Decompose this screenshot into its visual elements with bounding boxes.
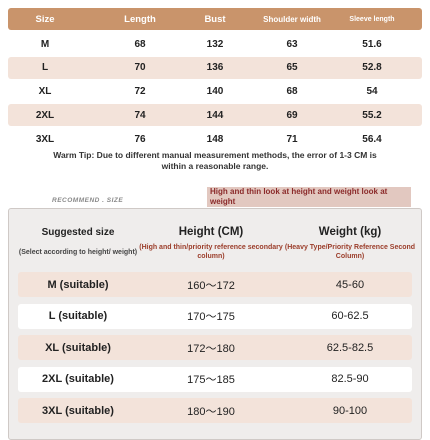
- table-cell: L: [41, 62, 49, 74]
- table-cell: 45-60: [335, 278, 365, 291]
- table-cell: L (suitable): [48, 310, 108, 322]
- row-band: [18, 303, 412, 329]
- header-band: [8, 8, 422, 30]
- table-cell: 60-62.5: [331, 310, 369, 322]
- table-cell: 2XL (suitable): [42, 373, 114, 385]
- table-cell: 172～180: [187, 342, 235, 355]
- header-title: Height (CM): [178, 226, 244, 238]
- table-cell: 148: [206, 133, 224, 145]
- table-cell: 90-100: [332, 404, 368, 417]
- row-band: [18, 272, 412, 297]
- header-cell: Shoulder width: [263, 14, 321, 24]
- header-cell: Size: [35, 13, 55, 25]
- table-cell: 144: [206, 109, 224, 121]
- table-cell: 54: [366, 86, 378, 98]
- table-cell: 170～175: [187, 311, 235, 323]
- warm-tip: Warm Tip: Due to different manual measur…: [53, 150, 377, 171]
- table-cell: 69: [286, 109, 298, 121]
- header-subtitle: (High and thin/priority reference second…: [139, 244, 283, 260]
- page: Size Length Bust Shoulder width Sleeve lengt…: [8, 8, 422, 440]
- table-cell: 52.8: [362, 62, 382, 74]
- header-cell: Length: [124, 13, 156, 25]
- table-cell: 140: [206, 86, 224, 98]
- note: High and thin look at height and weight …: [207, 187, 411, 207]
- row-band: [8, 104, 422, 127]
- table-cell: 56.4: [362, 133, 382, 145]
- table-cell: 3XL: [35, 133, 55, 145]
- table-cell: 175～185: [187, 374, 235, 386]
- row-band: [18, 366, 412, 392]
- table-cell: 76: [134, 133, 146, 145]
- table-cell: M: [40, 38, 50, 50]
- row-band: [18, 398, 412, 423]
- table-cell: 82.5-90: [331, 373, 369, 385]
- row-band: [8, 56, 422, 79]
- header-cell: Sleeve length: [349, 15, 395, 23]
- table-cell: 74: [134, 109, 146, 121]
- recommend-label: RECOMMEND . SIZE: [52, 197, 124, 204]
- table-cell: XL: [38, 86, 52, 98]
- table-cell: 55.2: [362, 109, 382, 121]
- table-cell: 70: [134, 62, 146, 74]
- table-cell: 71: [286, 133, 298, 145]
- table-cell: XL (suitable): [45, 341, 111, 354]
- table-cell: 132: [206, 38, 224, 50]
- header-subtitle: (Select according to height/ weight): [18, 248, 138, 256]
- table-cell: 51.6: [362, 38, 382, 50]
- table-cell: 2XL: [35, 109, 55, 121]
- table-cell: 72: [134, 86, 146, 98]
- header-cell: Bust: [204, 13, 226, 25]
- table-cell: 3XL (suitable): [42, 404, 114, 417]
- table-cell: 180～190: [187, 405, 235, 418]
- table-cell: 160～172: [187, 279, 235, 292]
- table-cell: 62.5-82.5: [326, 341, 374, 354]
- table-cell: 65: [286, 62, 298, 74]
- header-title: Weight (kg): [318, 226, 382, 238]
- table-cell: 68: [134, 38, 146, 50]
- table-cell: 68: [286, 86, 298, 98]
- table-cell: M (suitable): [47, 278, 109, 291]
- table-cell: 63: [286, 38, 298, 50]
- header-title: Suggested size: [41, 226, 115, 238]
- row-band: [18, 335, 412, 360]
- header-subtitle: (Heavy Type/Priority Reference Second Co…: [284, 244, 416, 260]
- table-cell: 136: [206, 62, 224, 74]
